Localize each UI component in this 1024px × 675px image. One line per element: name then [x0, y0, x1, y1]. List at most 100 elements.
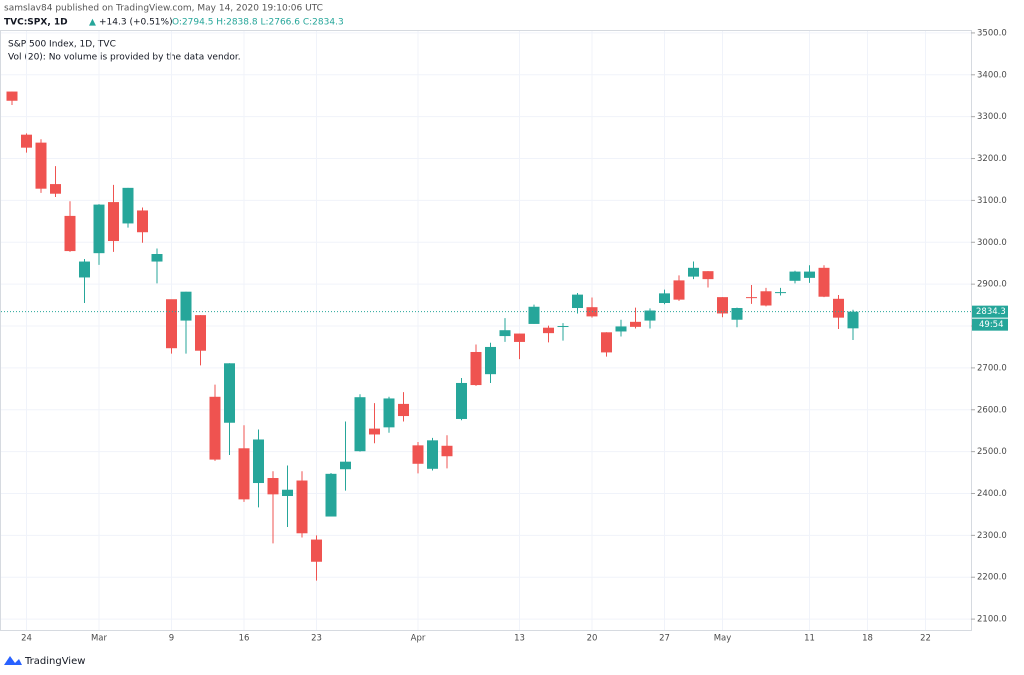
candle-body: [659, 293, 670, 303]
y-tick-label: 2300.0: [977, 531, 1007, 541]
candle-body: [702, 271, 714, 280]
change: +14.3 (+0.51%): [99, 18, 173, 28]
candle-body: [6, 91, 18, 101]
candle-body: [804, 271, 815, 278]
candle-body: [64, 215, 76, 252]
price-label: 2834.3: [976, 307, 1006, 317]
chart-frame: [0, 30, 972, 631]
candle-body: [746, 297, 757, 299]
candle-body: [369, 428, 380, 435]
candle-body: [485, 346, 496, 375]
candle-body: [79, 261, 90, 278]
candle-body: [108, 202, 119, 242]
candle-body: [267, 478, 279, 495]
y-tick-label: 3100.0: [977, 196, 1007, 206]
candle-body: [644, 310, 656, 321]
x-tick-label: Apr: [411, 634, 426, 644]
candle-body: [35, 142, 47, 189]
ohlc: O:2794.5 H:2838.8 L:2766.6 C:2834.3: [172, 18, 344, 28]
x-tick-label: 9: [169, 634, 174, 644]
candle-body: [93, 204, 105, 254]
arrow: ▲: [89, 18, 96, 28]
candle-body: [180, 291, 192, 321]
candle-body: [253, 439, 264, 484]
logo: [4, 656, 22, 665]
y-tick-label: 2600.0: [977, 405, 1007, 415]
candle-body: [151, 254, 163, 262]
y-tick-label: 3400.0: [977, 70, 1007, 80]
y-tick-label: 2400.0: [977, 489, 1007, 499]
candle-body: [122, 187, 134, 224]
y-tick-label: 3500.0: [977, 28, 1007, 38]
y-tick-label: 2900.0: [977, 280, 1007, 290]
x-tick-label: May: [714, 634, 732, 644]
candle-body: [21, 134, 32, 148]
countdown: 49:54: [979, 320, 1004, 330]
candle-body: [296, 480, 308, 534]
y-tick-label: 2200.0: [977, 573, 1007, 583]
candle-body: [311, 539, 322, 562]
candle-body: [354, 397, 366, 452]
candle-body: [238, 448, 250, 500]
price-box: [972, 305, 1008, 318]
x-tick-label: 13: [514, 634, 525, 644]
publisher: samslav84 published on TradingView.com, …: [4, 4, 323, 14]
chart-title: S&P 500 Index, 1D, TVC: [8, 40, 116, 50]
candle-body: [137, 210, 148, 233]
y-tick-label: 3000.0: [977, 238, 1007, 248]
candle-body: [717, 297, 728, 314]
candle-body: [340, 461, 351, 470]
y-tick-label: 2700.0: [977, 363, 1007, 373]
y-tick-label: 3200.0: [977, 154, 1007, 164]
y-tick-label: 3300.0: [977, 112, 1007, 122]
candle-body: [224, 363, 235, 423]
y-tick-label: 2100.0: [977, 615, 1007, 625]
candle-body: [398, 403, 409, 417]
candle-body: [325, 473, 337, 517]
x-tick-label: 16: [239, 634, 250, 644]
x-tick-label: 24: [21, 634, 32, 644]
candle-body: [499, 330, 511, 337]
candle-body: [847, 311, 859, 329]
candle-body: [543, 327, 554, 334]
candle-body: [209, 396, 221, 460]
candle-body: [789, 271, 801, 281]
candle-body: [412, 445, 424, 464]
candle-body: [195, 315, 206, 351]
x-tick-label: 23: [311, 634, 322, 644]
x-tick-label: 27: [659, 634, 670, 644]
candle-body: [166, 299, 177, 349]
chart-subtitle: Vol (20): No volume is provided by the d…: [8, 53, 241, 63]
candle-body: [760, 291, 772, 306]
candle-body: [630, 321, 641, 327]
symbol: TVC:SPX, 1D: [4, 18, 68, 28]
candle-body: [50, 184, 61, 194]
candle-body: [833, 298, 844, 318]
candle-body: [818, 267, 830, 297]
candle-body: [456, 382, 467, 419]
candle-body: [688, 267, 699, 277]
countdown-box: [972, 318, 1008, 331]
x-tick-label: 22: [920, 634, 931, 644]
candle-body: [615, 326, 627, 332]
candle-body: [601, 332, 612, 353]
candle-body: [731, 308, 743, 320]
candle-body: [383, 398, 395, 428]
candle-body: [470, 351, 482, 386]
candle-body: [557, 326, 569, 328]
brand: TradingView: [24, 656, 85, 667]
x-tick-label: 20: [587, 634, 598, 644]
y-tick-label: 2500.0: [977, 447, 1007, 457]
candle-body: [528, 306, 540, 324]
candle-body: [572, 294, 583, 309]
candle-body: [673, 280, 685, 300]
candle-body: [514, 333, 525, 342]
candle-body: [441, 445, 453, 457]
x-tick-label: 11: [804, 634, 815, 644]
x-tick-label: 18: [862, 634, 873, 644]
x-tick-label: Mar: [91, 634, 108, 644]
candle-body: [282, 489, 293, 497]
candle-body: [427, 440, 438, 469]
candle-body: [775, 292, 786, 294]
